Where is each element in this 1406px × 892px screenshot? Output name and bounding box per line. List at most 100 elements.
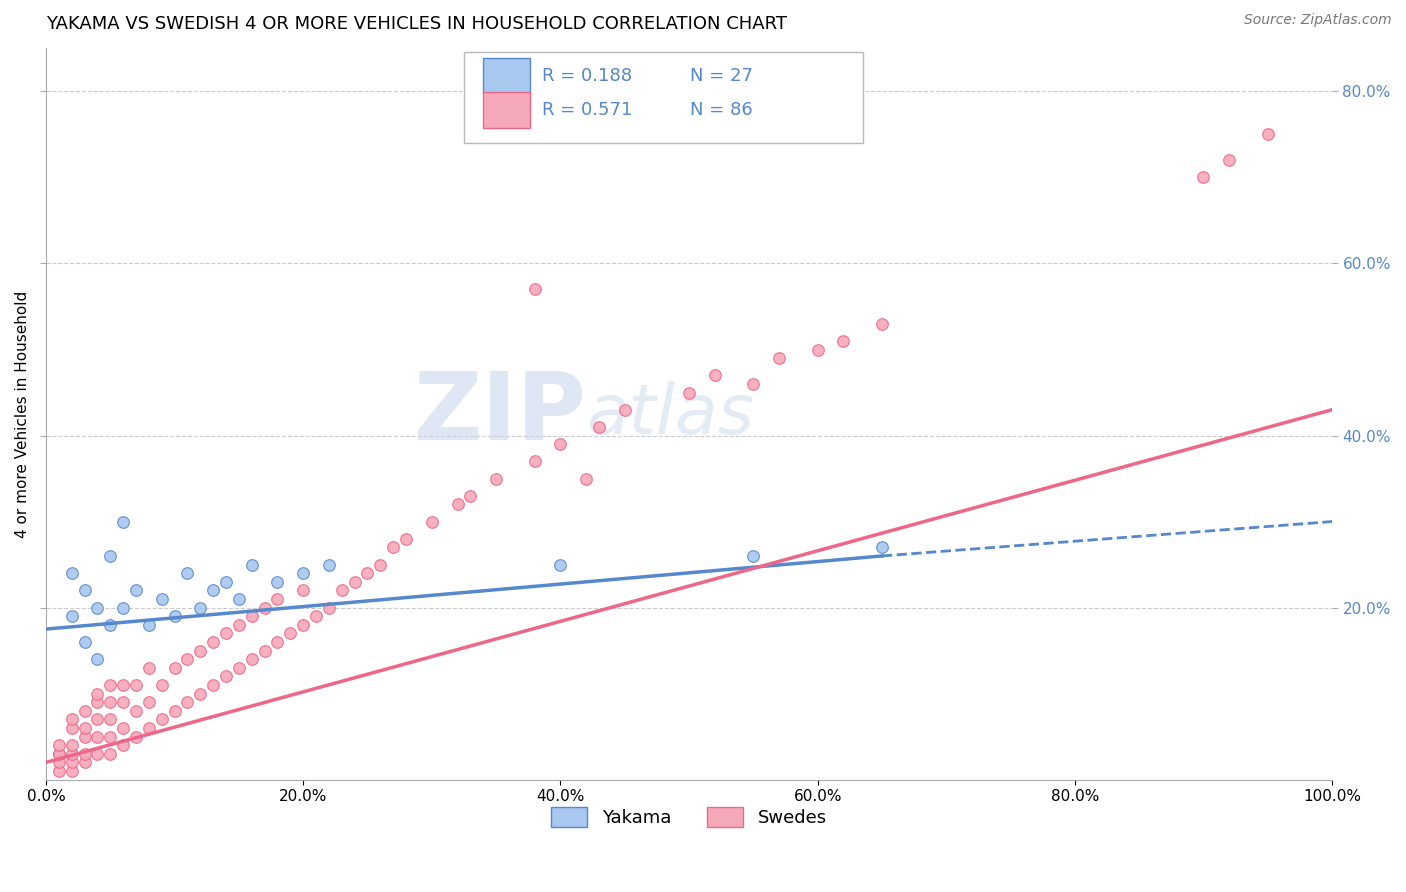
Point [253,643,276,657]
Point [318,558,340,572]
Point [163,609,186,624]
Point [292,617,315,632]
Point [112,738,135,752]
Point [98,730,121,744]
Point [266,591,288,606]
Point [523,454,546,468]
Point [240,652,263,666]
Point [112,678,135,692]
Point [292,566,315,581]
Point [446,497,468,511]
Text: atlas: atlas [586,381,754,448]
Point [86,652,108,666]
Point [138,661,160,675]
FancyBboxPatch shape [484,92,530,128]
Point [202,678,225,692]
Point [742,376,765,391]
Point [1257,128,1279,142]
Text: N = 27: N = 27 [690,67,754,85]
Point [86,747,108,761]
Point [678,385,700,400]
Point [420,515,443,529]
Point [150,678,173,692]
Point [228,661,250,675]
Point [98,695,121,709]
Point [60,609,83,624]
Point [125,730,148,744]
Point [485,471,508,485]
Point [240,609,263,624]
Point [228,617,250,632]
Point [188,687,211,701]
Point [832,334,855,348]
Point [98,747,121,761]
Point [98,713,121,727]
FancyBboxPatch shape [464,52,863,144]
Point [60,721,83,735]
Point [807,343,830,357]
Point [228,591,250,606]
Point [215,574,238,589]
Point [588,420,610,434]
Point [870,541,893,555]
Point [60,713,83,727]
Point [138,695,160,709]
Point [1192,170,1215,185]
Point [125,704,148,718]
Point [125,678,148,692]
Point [60,747,83,761]
Point [86,713,108,727]
Point [163,704,186,718]
Point [163,661,186,675]
Point [112,721,135,735]
Point [742,549,765,563]
Point [73,747,96,761]
Point [343,574,366,589]
Point [188,643,211,657]
Point [703,368,725,383]
Point [253,600,276,615]
Point [150,713,173,727]
Point [176,695,198,709]
Point [176,652,198,666]
Point [215,626,238,640]
Point [125,583,148,598]
Point [48,756,70,770]
Point [188,600,211,615]
Point [60,566,83,581]
Point [73,721,96,735]
Point [73,635,96,649]
Y-axis label: 4 or more Vehicles in Household: 4 or more Vehicles in Household [15,291,30,538]
Point [370,558,392,572]
Text: ZIP: ZIP [413,368,586,460]
Point [318,600,340,615]
Point [112,695,135,709]
Text: R = 0.188: R = 0.188 [543,67,633,85]
Point [305,609,328,624]
Point [613,402,636,417]
Point [150,591,173,606]
Point [266,574,288,589]
Point [98,549,121,563]
Point [73,704,96,718]
Point [112,600,135,615]
Point [112,515,135,529]
Point [330,583,353,598]
Point [202,635,225,649]
Point [98,678,121,692]
Text: N = 86: N = 86 [690,101,754,120]
Point [278,626,301,640]
Text: YAKAMA VS SWEDISH 4 OR MORE VEHICLES IN HOUSEHOLD CORRELATION CHART: YAKAMA VS SWEDISH 4 OR MORE VEHICLES IN … [46,15,787,33]
Point [266,635,288,649]
Point [86,600,108,615]
Point [48,747,70,761]
Point [460,489,482,503]
Point [550,437,572,451]
Point [98,617,121,632]
Point [240,558,263,572]
Point [138,617,160,632]
Point [48,747,70,761]
Point [60,764,83,778]
Point [356,566,378,581]
Point [550,558,572,572]
